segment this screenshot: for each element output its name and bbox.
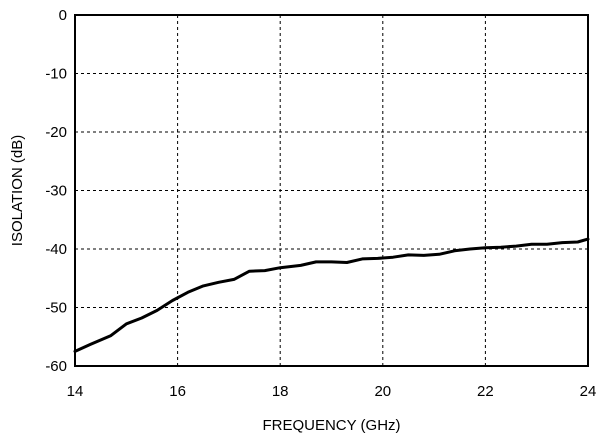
y-axis-label: ISOLATION (dB): [9, 135, 26, 246]
y-tick-label: -50: [45, 300, 67, 317]
y-tick-label: -10: [45, 66, 67, 83]
isolation-series-line: [73, 237, 590, 353]
x-tick-label: 20: [374, 383, 391, 400]
y-tick-label: -30: [45, 183, 67, 200]
x-tick-label: 22: [477, 383, 494, 400]
x-tick-label: 14: [67, 383, 84, 400]
x-axis-ticks: 14 16 18 20 22 24: [67, 383, 597, 400]
y-tick-label: -40: [45, 241, 67, 258]
x-tick-label: 16: [169, 383, 186, 400]
y-tick-label: -20: [45, 124, 67, 141]
x-axis-label: FREQUENCY (GHz): [262, 417, 400, 434]
plot-frame: [74, 14, 589, 367]
x-tick-label: 18: [272, 383, 289, 400]
x-tick-label: 24: [580, 383, 597, 400]
y-tick-label: 0: [59, 7, 67, 24]
y-axis-ticks: 0 -10 -20 -30 -40 -50 -60: [45, 7, 67, 375]
y-tick-label: -60: [45, 358, 67, 375]
